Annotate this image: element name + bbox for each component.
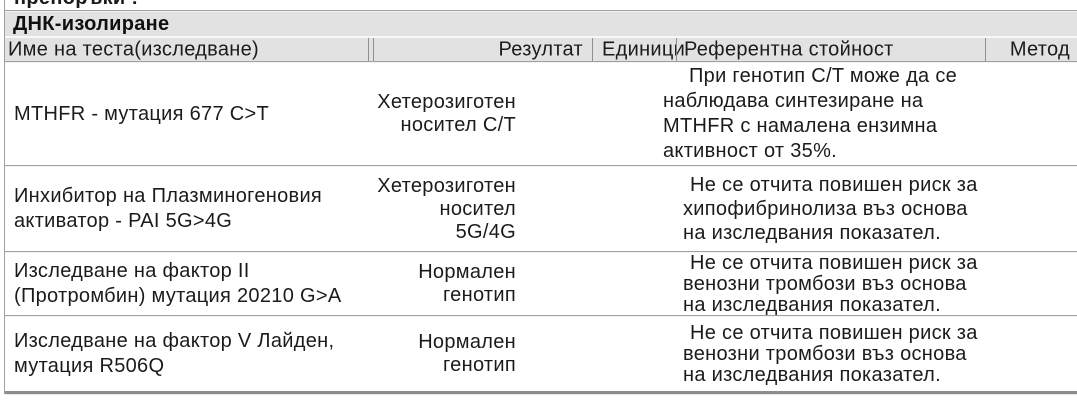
test-name-cell: Изследване на фактор II (Протромбин) мут… — [14, 260, 342, 307]
units-cell — [540, 253, 620, 315]
section-divider — [5, 36, 1077, 38]
table-row: Изследване на фактор II (Протромбин) мут… — [5, 251, 1077, 316]
column-separator — [676, 38, 677, 61]
method-cell — [995, 253, 1075, 315]
table-bottom-border — [5, 391, 1077, 394]
column-separator — [368, 38, 369, 61]
test-name-cell: Изследване на фактор V Лайден, мутация R… — [14, 330, 335, 377]
result-cell: Нормален генотип — [418, 331, 516, 376]
row-divider — [5, 315, 1077, 317]
row-divider — [5, 10, 1077, 12]
reference-value-cell: Не се отчита повишен риск за венозни тро… — [683, 321, 978, 386]
table-row: Изследване на фактор V Лайден, мутация R… — [5, 317, 1077, 391]
clipped-previous-row: препоръки ! — [5, 0, 1077, 10]
row-divider — [5, 165, 1077, 167]
reference-value-cell: Не се отчита повишен риск за венозни тро… — [683, 251, 978, 316]
method-cell — [995, 167, 1075, 251]
units-cell — [540, 63, 620, 165]
result-cell: Хетерозиготен носител C/T — [377, 91, 516, 136]
reference-value-cell: Не се отчита повишен риск за хипофибрино… — [683, 174, 978, 244]
units-cell — [540, 317, 620, 391]
table-row: MTHFR - мутация 677 C>T Хетерозиготен но… — [5, 63, 1077, 165]
units-cell — [540, 167, 620, 251]
row-divider — [5, 251, 1077, 253]
column-separator — [985, 38, 986, 61]
column-header-row: Име на теста(изследване) Резултат Единиц… — [5, 38, 1077, 61]
test-name-cell: MTHFR - мутация 677 C>T — [14, 102, 269, 125]
result-cell: Хетерозиготен носител 5G/4G — [377, 174, 516, 243]
column-header-test-name: Име на теста(изследване) — [8, 38, 259, 60]
section-title: ДНК-изолиране — [13, 12, 170, 35]
table-row: Инхибитор на Плазминогеновия активатор -… — [5, 167, 1077, 251]
column-separator — [592, 38, 593, 61]
header-divider — [5, 61, 1077, 63]
column-header-reference: Референтна стойност — [684, 38, 894, 60]
method-cell — [995, 317, 1075, 391]
table-body: MTHFR - мутация 677 C>T Хетерозиготен но… — [5, 63, 1077, 391]
column-header-method: Метод — [1009, 38, 1070, 60]
column-separator — [373, 38, 374, 61]
column-header-result: Резултат — [498, 38, 583, 60]
result-cell: Нормален генотип — [418, 261, 516, 306]
dna-results-table: препоръки ! ДНК-изолиране Име на теста(и… — [4, 0, 1077, 394]
clipped-top-text: препоръки ! — [14, 0, 138, 10]
column-header-units: Единици — [602, 38, 686, 60]
test-name-cell: Инхибитор на Плазминогеновия активатор -… — [14, 185, 323, 232]
reference-value-cell: При генотип C/T може да се наблюдава син… — [663, 65, 958, 162]
section-header-row: ДНК-изолиране — [5, 12, 1077, 36]
method-cell — [995, 63, 1075, 165]
